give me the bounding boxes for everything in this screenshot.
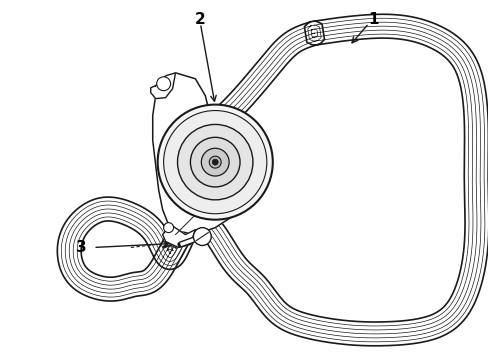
Polygon shape [151, 73, 175, 99]
Circle shape [209, 156, 221, 168]
Circle shape [157, 77, 171, 91]
Circle shape [164, 111, 267, 214]
Circle shape [191, 137, 240, 187]
Circle shape [212, 159, 218, 165]
Text: 1: 1 [369, 12, 379, 27]
Polygon shape [163, 225, 196, 247]
Circle shape [164, 223, 173, 233]
Text: 3: 3 [76, 240, 87, 255]
Polygon shape [153, 73, 262, 235]
Circle shape [177, 125, 253, 200]
Circle shape [201, 148, 229, 176]
Circle shape [194, 228, 211, 246]
Text: 2: 2 [195, 12, 206, 27]
Circle shape [158, 105, 273, 220]
